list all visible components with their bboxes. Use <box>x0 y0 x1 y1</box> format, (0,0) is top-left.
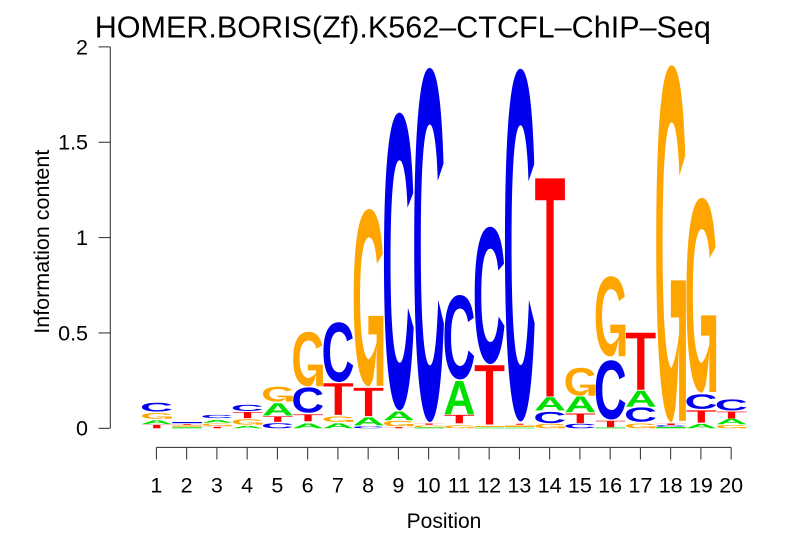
svg-text:15: 15 <box>568 474 592 498</box>
svg-text:13: 13 <box>507 474 531 498</box>
svg-text:HOMER.BORIS(Zf).K562–CTCFL–ChI: HOMER.BORIS(Zf).K562–CTCFL–ChIP–Seq <box>95 10 711 44</box>
svg-text:6: 6 <box>302 474 314 498</box>
svg-text:2: 2 <box>76 35 88 59</box>
svg-text:0.5: 0.5 <box>58 321 88 345</box>
svg-text:1.5: 1.5 <box>58 131 88 155</box>
svg-text:Position: Position <box>407 510 482 533</box>
svg-text:12: 12 <box>477 474 501 498</box>
svg-text:Information content: Information content <box>30 150 54 334</box>
svg-text:2: 2 <box>181 474 193 498</box>
svg-text:19: 19 <box>689 474 713 498</box>
svg-text:5: 5 <box>271 474 283 498</box>
svg-text:10: 10 <box>417 474 441 498</box>
svg-text:18: 18 <box>659 474 683 498</box>
svg-text:14: 14 <box>538 474 562 498</box>
svg-text:4: 4 <box>241 474 253 498</box>
svg-text:11: 11 <box>448 474 470 498</box>
svg-text:3: 3 <box>211 474 223 498</box>
svg-text:0: 0 <box>76 417 88 441</box>
svg-text:16: 16 <box>598 474 622 498</box>
svg-text:17: 17 <box>628 474 652 498</box>
svg-text:1: 1 <box>76 226 88 250</box>
svg-text:8: 8 <box>362 474 374 498</box>
svg-text:7: 7 <box>332 474 344 498</box>
svg-text:20: 20 <box>719 474 743 498</box>
svg-text:9: 9 <box>392 474 404 498</box>
svg-text:1: 1 <box>150 474 162 498</box>
